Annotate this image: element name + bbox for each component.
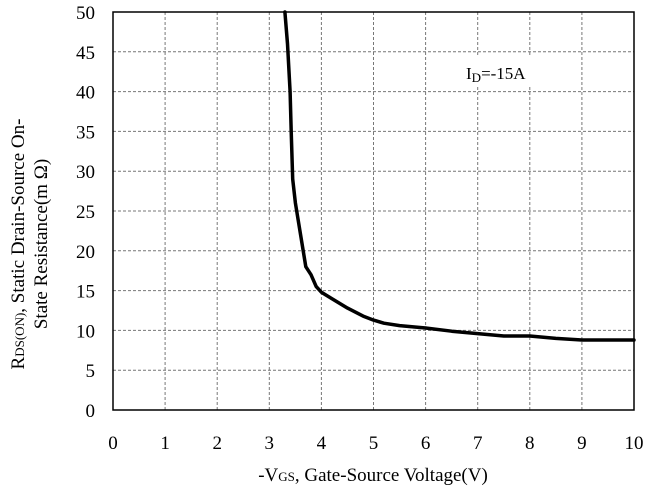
x-axis-label: -VGS, Gate-Source Voltage(V)	[258, 465, 488, 486]
x-tick-label: 0	[108, 433, 118, 454]
x-tick-label: 6	[421, 433, 431, 454]
y-tick-label: 15	[76, 282, 95, 303]
annotation-label: ID=-15A	[466, 64, 526, 85]
y-tick-label: 10	[76, 321, 95, 342]
x-tick-label: 1	[160, 433, 170, 454]
y-axis-label-line2: State Resistance(m Ω)	[31, 159, 52, 329]
y-tick-label: 40	[76, 83, 95, 104]
x-tick-label: 9	[577, 433, 587, 454]
y-tick-label: 50	[76, 3, 95, 24]
y-axis-label: RDS(ON), Static Drain-Source On- State R…	[8, 119, 52, 370]
plot-frame	[112, 11, 635, 411]
x-tick-label: 8	[525, 433, 535, 454]
y-tick-label: 30	[76, 162, 95, 183]
x-tick-label: 2	[212, 433, 222, 454]
annotation-background	[452, 57, 570, 87]
curve-layer	[283, 10, 636, 342]
x-tick-label: 3	[265, 433, 275, 454]
x-tick-label: 7	[473, 433, 483, 454]
x-tick-label: 10	[625, 433, 644, 454]
x-tick-labels: 0 1 2 3 4 5 6 7 8 9 10	[108, 433, 643, 454]
y-tick-label: 45	[76, 43, 95, 64]
x-tick-label: 5	[369, 433, 379, 454]
y-tick-label: 0	[86, 401, 96, 422]
y-tick-label: 35	[76, 122, 95, 143]
y-axis-label-line1: RDS(ON), Static Drain-Source On-	[8, 119, 29, 370]
annotation: ID=-15A	[452, 57, 570, 87]
y-tick-label: 5	[86, 361, 96, 382]
gridlines	[113, 12, 634, 410]
y-tick-label: 20	[76, 242, 95, 263]
y-tick-labels: 0 5 10 15 20 25 30 35 40 45 50	[76, 3, 95, 422]
resistance-curve	[283, 10, 636, 342]
y-tick-label: 25	[76, 202, 95, 223]
x-tick-label: 4	[317, 433, 327, 454]
